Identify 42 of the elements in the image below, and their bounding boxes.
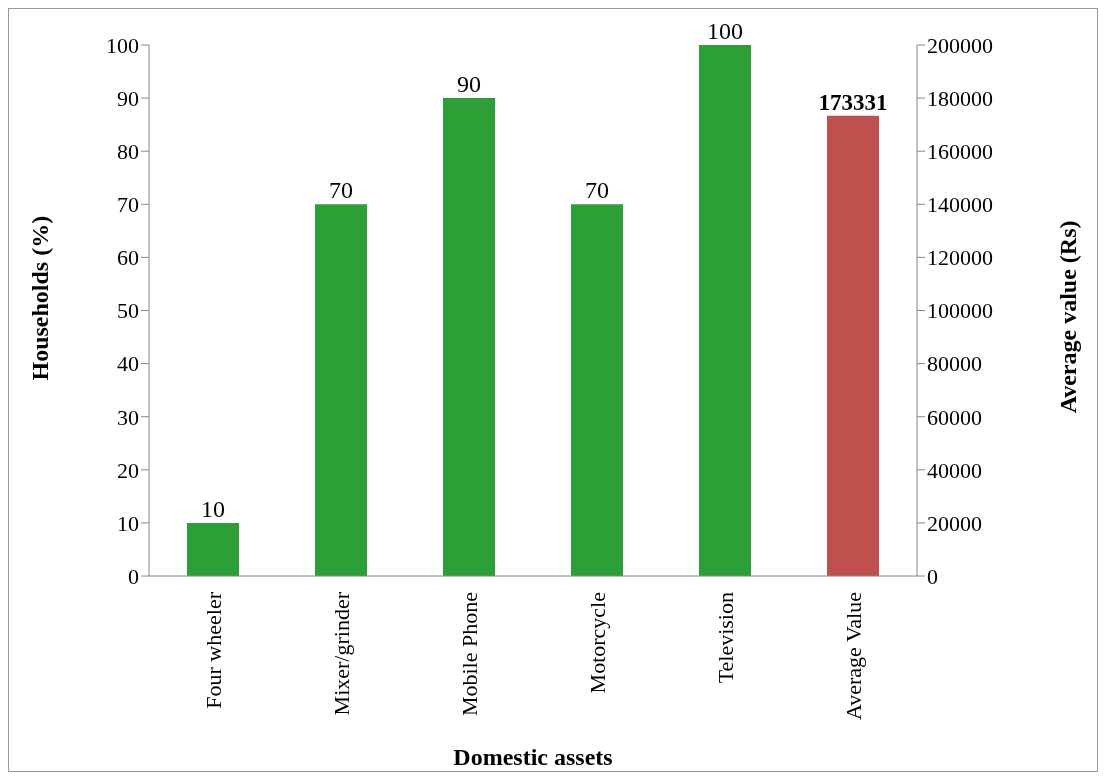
bar <box>571 204 623 576</box>
y2-tick-label: 200000 <box>927 32 993 58</box>
x-tick-label: Mobile Phone <box>456 592 482 717</box>
y-tick-label: 30 <box>117 404 139 430</box>
x-tick-label: Mixer/grinder <box>328 591 354 716</box>
y-axis-title: Households (%) <box>26 215 53 381</box>
y-tick-label: 10 <box>117 510 139 536</box>
data-label: 173331 <box>818 89 888 115</box>
x-tick-label: Television <box>712 592 738 684</box>
y2-axis-title: Average value (Rs) <box>1054 220 1081 414</box>
bar <box>187 522 239 576</box>
data-label: 100 <box>707 18 743 44</box>
y2-tick-label: 40000 <box>927 457 982 483</box>
y2-tick-label: 0 <box>927 563 938 589</box>
y2-tick-label: 140000 <box>927 192 993 218</box>
y-tick-label: 90 <box>117 85 139 111</box>
bar <box>315 204 367 576</box>
y-tick-label: 70 <box>117 192 139 218</box>
bar <box>699 45 751 576</box>
x-tick-label: Four wheeler <box>200 591 226 709</box>
y-tick-label: 50 <box>117 298 139 324</box>
y-tick-label: 0 <box>128 563 139 589</box>
y2-tick-label: 160000 <box>927 139 993 165</box>
y-tick-label: 60 <box>117 245 139 271</box>
y2-tick-label: 80000 <box>927 351 982 377</box>
x-axis-title: Domestic assets <box>453 744 613 770</box>
y-tick-label: 100 <box>106 32 139 58</box>
y-tick-label: 40 <box>117 351 139 377</box>
data-label: 70 <box>585 177 609 204</box>
y2-tick-label: 120000 <box>927 245 993 271</box>
y2-tick-label: 20000 <box>927 510 982 536</box>
data-label: 90 <box>457 71 481 98</box>
bar <box>443 98 495 576</box>
y2-tick-label: 60000 <box>927 404 982 430</box>
y2-tick-label: 100000 <box>927 298 993 324</box>
x-tick-label: Motorcycle <box>584 592 610 694</box>
x-tick-label: Average Value <box>840 592 866 721</box>
y-tick-label: 20 <box>117 457 139 483</box>
data-label: 10 <box>201 495 225 522</box>
y-tick-label: 80 <box>117 139 139 165</box>
data-label: 70 <box>329 177 353 204</box>
y2-tick-label: 180000 <box>927 85 993 111</box>
